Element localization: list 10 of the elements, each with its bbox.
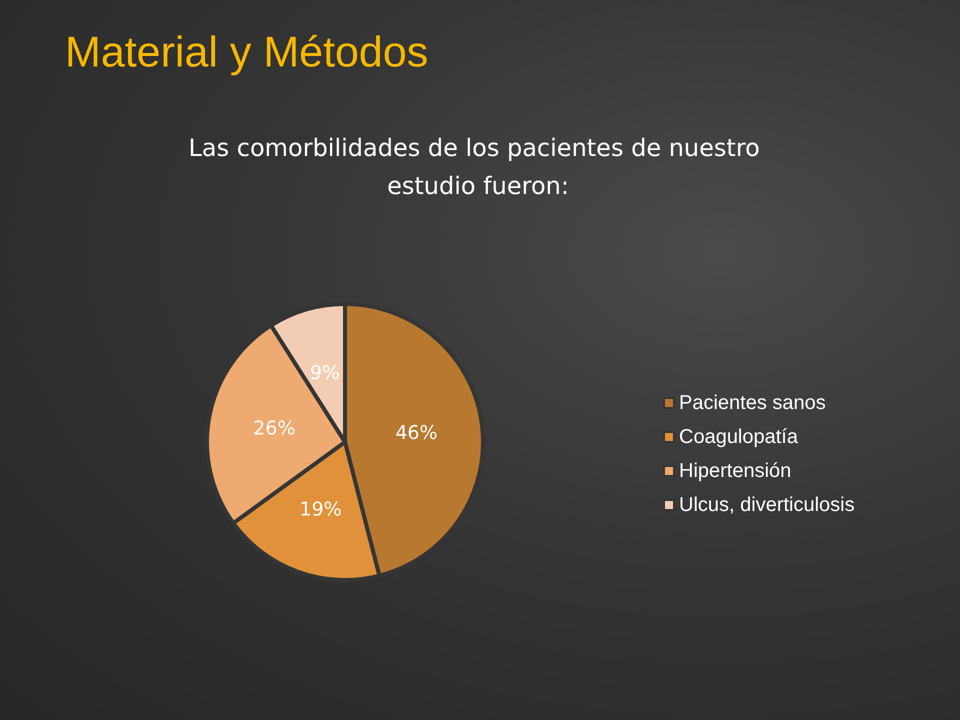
data-label: 26% — [253, 418, 296, 440]
data-label: 9% — [310, 362, 340, 384]
legend-label: Coagulopatía — [679, 426, 799, 448]
data-label: 19% — [299, 498, 342, 521]
data-label: 46% — [395, 422, 438, 444]
chart-subtitle: Las comorbilidades de los pacientes de nuestro estudio fueron: — [188, 134, 768, 200]
legend-label: Hipertensión — [679, 460, 792, 482]
chart-title: Material y Métodos — [65, 28, 428, 76]
legend-label: Ulcus, diverticulosis — [679, 494, 855, 516]
legend-label: Pacientes sanos — [679, 392, 826, 414]
